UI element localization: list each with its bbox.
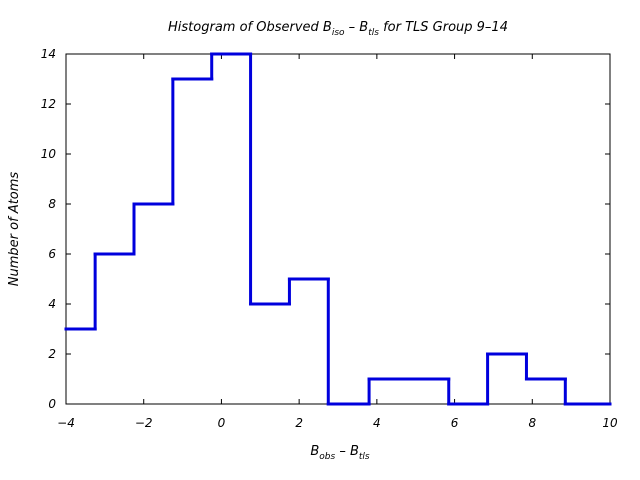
- y-axis-label: Number of Atoms: [7, 172, 22, 287]
- x-tick-label: 2: [295, 416, 303, 430]
- x-tick-label: 4: [373, 416, 381, 430]
- histogram-bins: [64, 52, 612, 406]
- y-tick-label: 6: [48, 247, 56, 261]
- y-tick-label: 12: [41, 97, 56, 111]
- y-tick-label: 8: [48, 197, 56, 211]
- x-tick-label: 0: [218, 416, 226, 430]
- y-tick-label: 10: [41, 147, 57, 161]
- x-tick-label: −2: [135, 416, 153, 430]
- chart-title: Histogram of Observed Biso – Btls for TL…: [168, 20, 508, 38]
- y-tick-label: 0: [48, 397, 56, 411]
- tick-labels: −4 −2 0 2 4 6 8 10 0 2 4 6 8 10 12 14: [41, 47, 618, 430]
- x-tick-label: 6: [451, 416, 459, 430]
- x-axis-label: Bobs – Btls: [310, 444, 370, 462]
- x-tick-label: 8: [528, 416, 536, 430]
- y-tick-label: 14: [41, 47, 56, 61]
- y-tick-label: 2: [48, 347, 56, 361]
- x-tick-label: 10: [602, 416, 618, 430]
- axis-ticks: [65, 53, 611, 405]
- x-tick-label: −4: [57, 416, 75, 430]
- y-tick-label: 4: [48, 297, 56, 311]
- plot-frame: [65, 53, 611, 405]
